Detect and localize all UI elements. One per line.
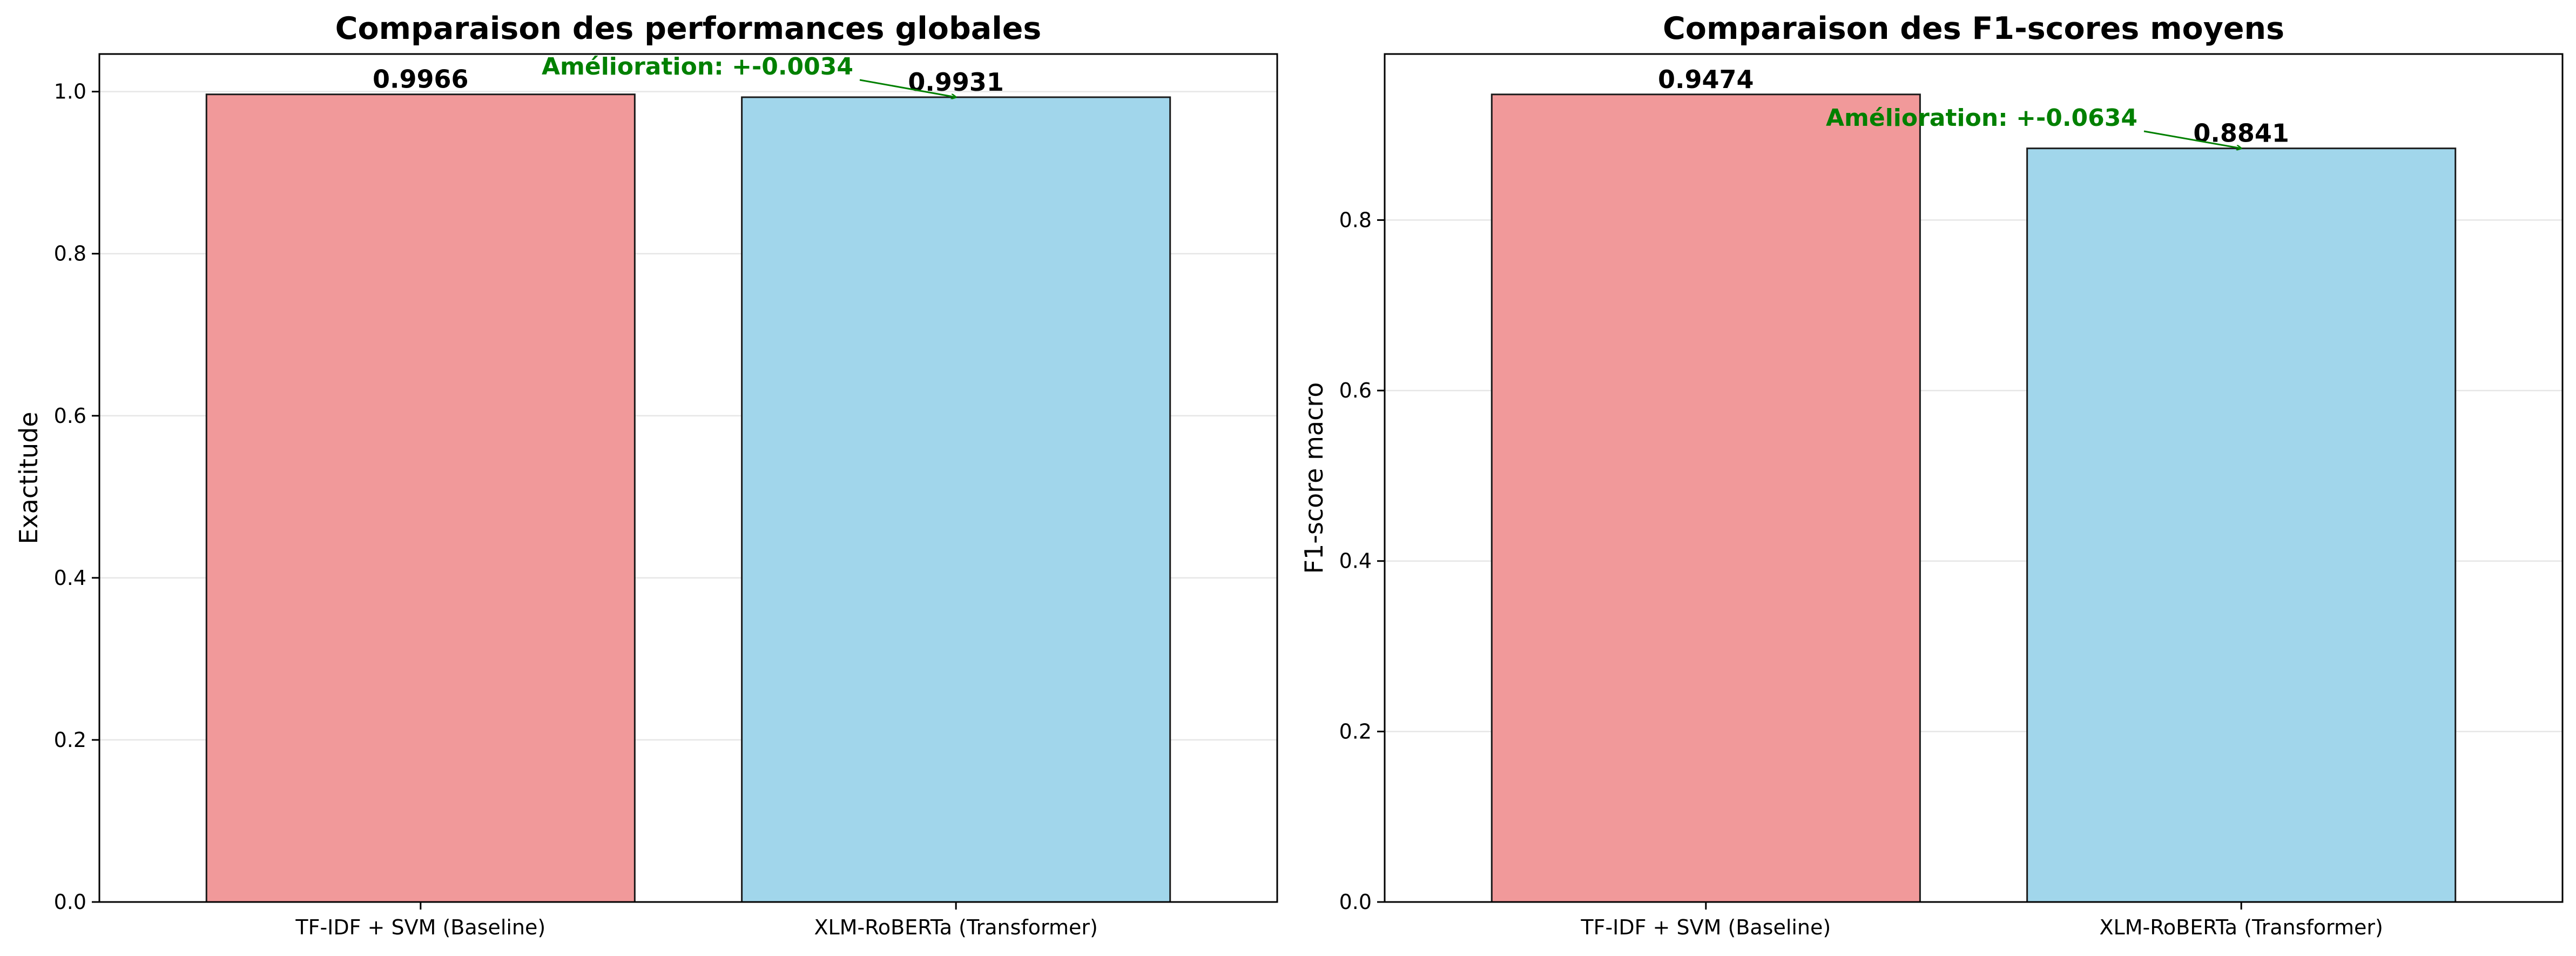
plot-frame xyxy=(98,53,1278,903)
value-label: 0.8841 xyxy=(2193,119,2289,148)
axes: 0.0 0.2 0.4 0.6 0.8 TF-IDF + SVM (Baseline) XL… xyxy=(1339,208,2383,939)
value-label: 0.9931 xyxy=(908,68,1004,97)
y-tick-label: 0.8 xyxy=(54,242,86,266)
y-tick-label: 0.2 xyxy=(1339,719,1372,743)
y-tick-label: 0.2 xyxy=(54,728,86,752)
bar-baseline xyxy=(205,93,636,903)
plot-frame xyxy=(1384,53,2564,903)
axes: 0.0 0.2 0.4 0.6 0.8 1.0 TF-IDF + SVM (Baseline… xyxy=(54,80,1098,939)
x-tick-label: TF-IDF + SVM (Baseline) xyxy=(1580,915,1831,939)
bar-baseline xyxy=(1491,93,1921,903)
y-tick-label: 0.0 xyxy=(1339,890,1372,914)
annotation-label: Amélioration: +-0.0634 xyxy=(1826,104,2137,132)
y-tick-label: 0.4 xyxy=(1339,549,1372,573)
x-tick-label: TF-IDF + SVM (Baseline) xyxy=(295,915,545,939)
y-tick-label: 1.0 xyxy=(54,80,86,104)
chart-title: Comparaison des performances globales xyxy=(335,11,1042,46)
x-tick-label: XLM-RoBERTa (Transformer) xyxy=(2100,915,2383,939)
bars xyxy=(205,93,1171,903)
chart-title: Comparaison des F1-scores moyens xyxy=(1663,11,2284,46)
bar-transformer xyxy=(2026,147,2457,903)
chart-panel-accuracy: 0.0 0.2 0.4 0.6 0.8 1.0 TF-IDF + SVM (Baseline… xyxy=(14,11,1278,939)
annotation-arrow xyxy=(2143,130,2241,149)
annotation-label: Amélioration: +-0.0034 xyxy=(542,53,853,80)
y-tick-label: 0.6 xyxy=(1339,379,1372,402)
annotation-arrow xyxy=(859,79,956,97)
annotation: Amélioration: +-0.0034 xyxy=(542,53,956,97)
y-tick-label: 0.8 xyxy=(1339,208,1372,232)
y-tick-label: 0.4 xyxy=(54,566,86,590)
y-tick-label: 0.0 xyxy=(54,890,86,914)
bar-transformer xyxy=(741,96,1171,903)
y-axis-label: Exactitude xyxy=(14,412,43,544)
value-label: 0.9966 xyxy=(373,65,469,94)
annotation: Amélioration: +-0.0634 xyxy=(1826,104,2241,149)
bars xyxy=(1491,93,2457,903)
value-label: 0.9474 xyxy=(1658,65,1754,94)
value-labels: 0.9966 0.9931 xyxy=(373,65,1004,97)
chart-panel-f1: 0.0 0.2 0.4 0.6 0.8 TF-IDF + SVM (Baseline) XL… xyxy=(1299,11,2564,939)
y-tick-label: 0.6 xyxy=(54,404,86,428)
y-axis-label: F1-score macro xyxy=(1299,382,1329,574)
x-tick-label: XLM-RoBERTa (Transformer) xyxy=(814,915,1098,939)
